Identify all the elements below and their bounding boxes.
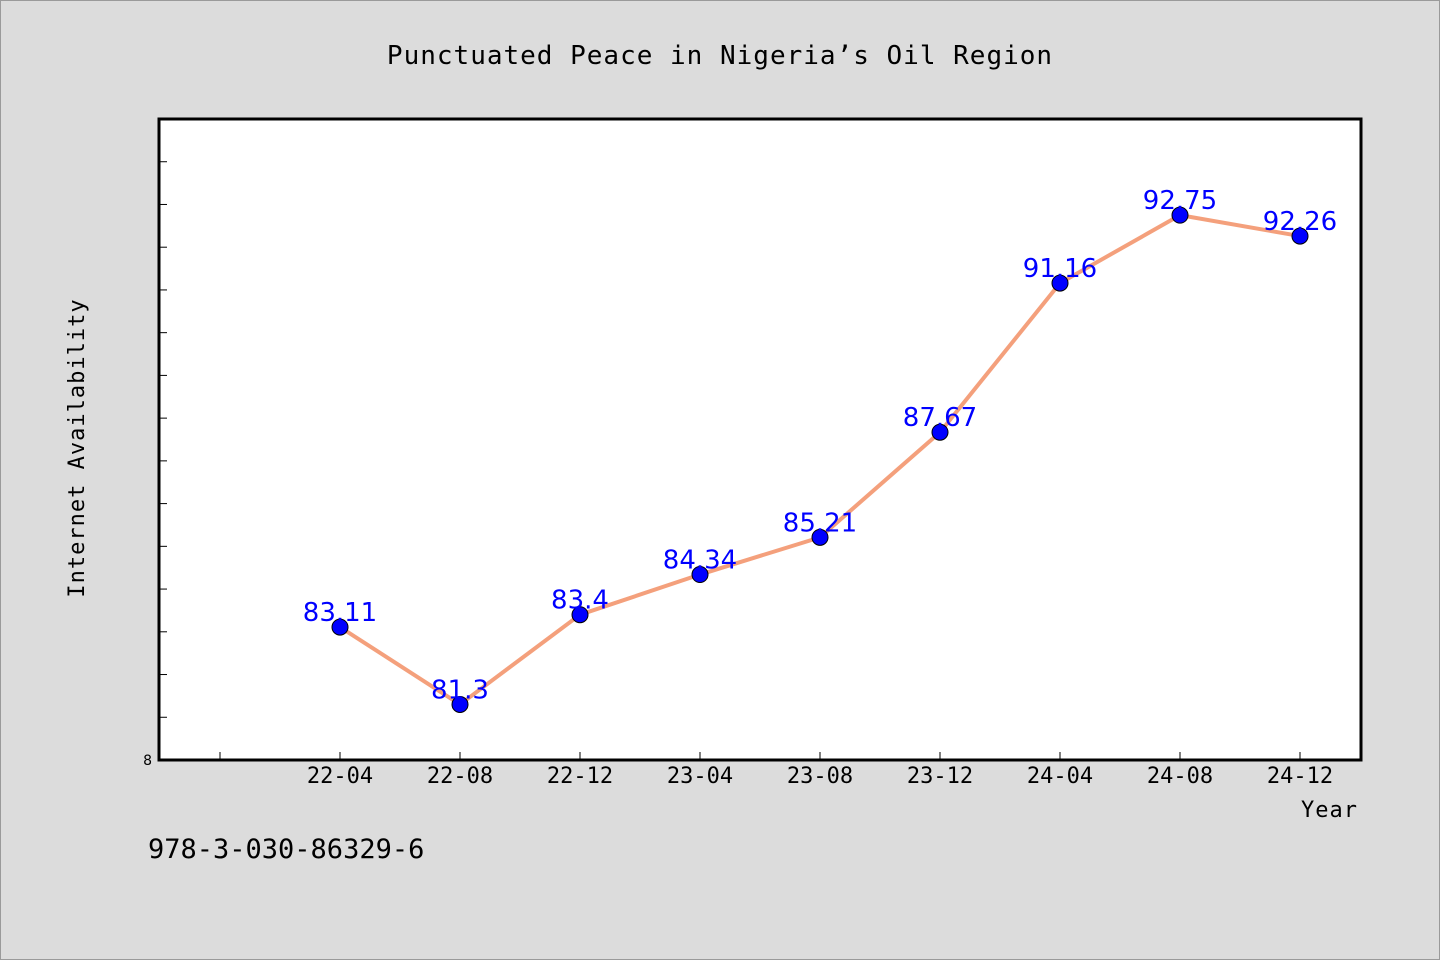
y-axis-ticks: [159, 118, 167, 718]
data-point: [451, 695, 469, 713]
data-point: [691, 566, 709, 584]
y-axis-label: Internet Availability: [65, 298, 90, 597]
x-tick-label: 24-08: [1147, 764, 1213, 789]
data-point: [1171, 206, 1189, 224]
data-point: [331, 618, 349, 636]
data-point: [811, 528, 829, 546]
x-tick-label: 22-04: [307, 764, 373, 789]
data-point: [931, 423, 949, 441]
data-label: 92.75: [1143, 186, 1217, 216]
data-label: 85.21: [783, 508, 857, 538]
y-tick-label: 8: [143, 753, 152, 769]
footer-code: 978-3-030-86329-6: [148, 834, 425, 865]
x-tick-label: 23-04: [667, 764, 733, 789]
data-markers: [331, 206, 1309, 713]
chart-title: Punctuated Peace in Nigeria’s Oil Region: [387, 41, 1053, 71]
data-label: 84.34: [663, 546, 737, 576]
x-tick-label: 23-08: [787, 764, 853, 789]
data-label: 83.4: [551, 586, 609, 616]
x-axis-label: Year: [1301, 798, 1358, 823]
x-tick-label: 22-12: [547, 764, 613, 789]
data-labels: 83.11 81.3 83.4 84.34 85.21 87.67 91.16 92.75 92…: [303, 186, 1337, 705]
data-label: 83.11: [303, 598, 377, 628]
x-axis-ticks: 22-04 22-08 22-12 23-04 23-08 23-12 24-04 24-08…: [219, 752, 1333, 789]
data-point: [571, 606, 589, 624]
data-label: 91.16: [1023, 254, 1097, 284]
data-label: 87.67: [903, 403, 977, 433]
data-point: [1291, 227, 1309, 245]
x-tick-label: 22-08: [427, 764, 493, 789]
x-tick-label: 24-04: [1027, 764, 1093, 789]
x-tick-label: 23-12: [907, 764, 973, 789]
x-tick-label: 24-12: [1267, 764, 1333, 789]
data-point: [1051, 274, 1069, 292]
data-label: 92.26: [1263, 207, 1337, 237]
data-label: 81.3: [431, 675, 489, 705]
